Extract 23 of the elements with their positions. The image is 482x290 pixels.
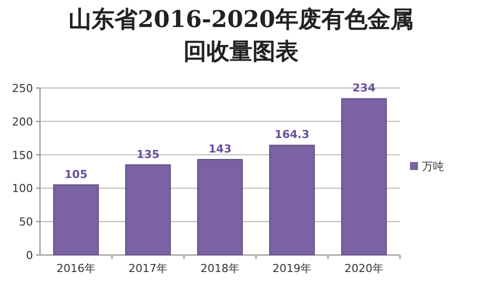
y-tick-label: 150 — [12, 148, 33, 162]
x-tick-label: 2016年 — [56, 262, 96, 275]
x-tick-label: 2018年 — [200, 262, 240, 275]
y-tick-label: 50 — [19, 216, 33, 229]
y-tick-label: 200 — [12, 115, 33, 128]
data-label: 143 — [208, 142, 232, 156]
x-tick-label: 2020年 — [344, 262, 384, 275]
data-label: 135 — [136, 148, 160, 161]
x-tick-label: 2019年 — [272, 262, 312, 275]
bar — [341, 98, 387, 256]
bar — [53, 184, 99, 256]
bar — [269, 144, 315, 256]
chart-title: 山东省2016-2020年废有色金属回收量图表 — [68, 5, 414, 67]
data-label: 164.3 — [274, 128, 310, 142]
legend-label: 万吨 — [422, 160, 444, 173]
y-tick-label: 100 — [12, 182, 33, 196]
data-label: 105 — [64, 168, 88, 181]
y-tick-label: 0 — [26, 249, 33, 262]
x-tick-label: 2017年 — [128, 262, 168, 275]
bar — [197, 158, 243, 256]
data-label: 234 — [352, 82, 376, 95]
bar — [125, 164, 171, 256]
y-tick-label: 250 — [12, 82, 33, 95]
